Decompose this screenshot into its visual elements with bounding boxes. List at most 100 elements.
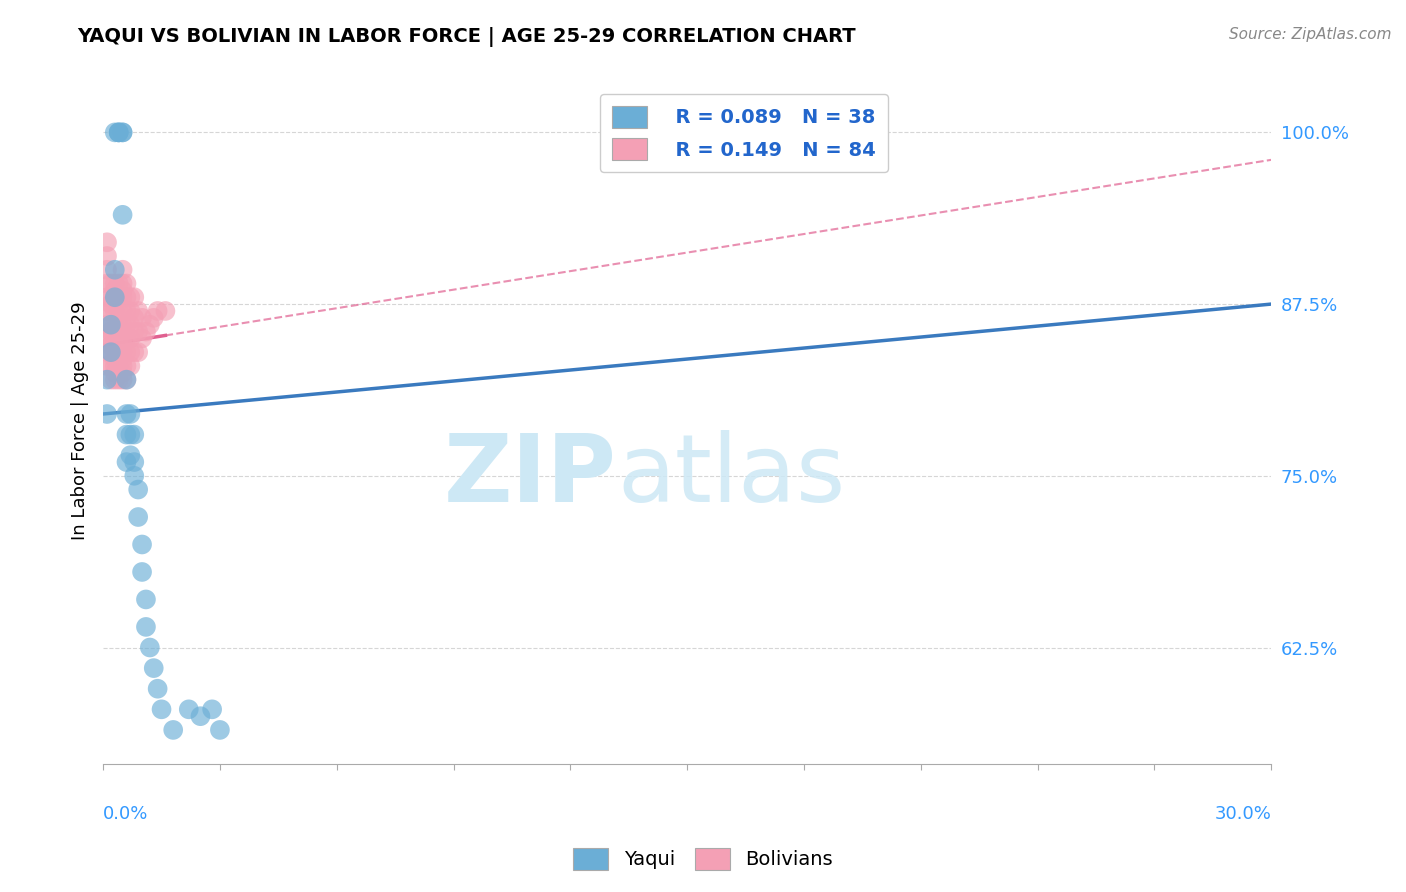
- Point: [104, 262, 127, 277]
- Point: [111, 345, 134, 359]
- Point: [127, 325, 149, 339]
- Point: [115, 407, 138, 421]
- Point: [135, 620, 157, 634]
- Point: [120, 318, 142, 332]
- Point: [142, 310, 165, 325]
- Point: [111, 277, 134, 291]
- Point: [135, 325, 157, 339]
- Point: [104, 338, 127, 352]
- Point: [107, 125, 129, 139]
- Point: [107, 331, 129, 345]
- Point: [111, 318, 134, 332]
- Point: [115, 427, 138, 442]
- Point: [131, 537, 153, 551]
- Point: [115, 277, 138, 291]
- Point: [120, 290, 142, 304]
- Point: [100, 297, 122, 311]
- Point: [124, 290, 146, 304]
- Point: [104, 373, 127, 387]
- Point: [201, 702, 224, 716]
- Point: [111, 352, 134, 367]
- Point: [120, 427, 142, 442]
- Point: [107, 277, 129, 291]
- Point: [96, 304, 118, 318]
- Point: [111, 208, 134, 222]
- Point: [127, 304, 149, 318]
- Point: [124, 345, 146, 359]
- Point: [155, 304, 177, 318]
- Point: [124, 310, 146, 325]
- Point: [131, 331, 153, 345]
- Point: [124, 427, 146, 442]
- Point: [96, 235, 118, 250]
- Point: [111, 290, 134, 304]
- Point: [131, 565, 153, 579]
- Point: [104, 284, 127, 298]
- Point: [115, 373, 138, 387]
- Point: [150, 702, 173, 716]
- Point: [104, 318, 127, 332]
- Point: [107, 304, 129, 318]
- Point: [120, 448, 142, 462]
- Point: [115, 304, 138, 318]
- Text: ZIP: ZIP: [444, 430, 617, 522]
- Point: [100, 331, 122, 345]
- Point: [107, 125, 129, 139]
- Point: [120, 331, 142, 345]
- Point: [96, 290, 118, 304]
- Point: [107, 366, 129, 380]
- Point: [100, 325, 122, 339]
- Point: [100, 277, 122, 291]
- Point: [115, 318, 138, 332]
- Legend: Yaqui, Bolivians: Yaqui, Bolivians: [565, 839, 841, 878]
- Point: [139, 318, 162, 332]
- Point: [104, 290, 127, 304]
- Point: [115, 331, 138, 345]
- Point: [96, 318, 118, 332]
- Point: [190, 709, 212, 723]
- Legend:   R = 0.089   N = 38,   R = 0.149   N = 84: R = 0.089 N = 38, R = 0.149 N = 84: [600, 94, 887, 172]
- Point: [96, 345, 118, 359]
- Point: [100, 318, 122, 332]
- Point: [104, 366, 127, 380]
- Point: [104, 352, 127, 367]
- Point: [111, 125, 134, 139]
- Point: [111, 125, 134, 139]
- Point: [111, 304, 134, 318]
- Point: [208, 723, 231, 737]
- Point: [100, 318, 122, 332]
- Point: [111, 331, 134, 345]
- Point: [104, 345, 127, 359]
- Point: [100, 373, 122, 387]
- Point: [115, 455, 138, 469]
- Point: [135, 592, 157, 607]
- Point: [104, 331, 127, 345]
- Point: [111, 325, 134, 339]
- Y-axis label: In Labor Force | Age 25-29: In Labor Force | Age 25-29: [72, 301, 89, 541]
- Point: [127, 510, 149, 524]
- Point: [96, 249, 118, 263]
- Point: [104, 304, 127, 318]
- Point: [104, 125, 127, 139]
- Point: [96, 359, 118, 373]
- Point: [111, 366, 134, 380]
- Point: [96, 277, 118, 291]
- Point: [107, 373, 129, 387]
- Point: [120, 345, 142, 359]
- Point: [111, 338, 134, 352]
- Point: [146, 304, 169, 318]
- Point: [127, 483, 149, 497]
- Point: [100, 359, 122, 373]
- Point: [115, 290, 138, 304]
- Point: [162, 723, 184, 737]
- Point: [100, 338, 122, 352]
- Point: [124, 455, 146, 469]
- Text: 30.0%: 30.0%: [1215, 805, 1271, 823]
- Point: [120, 359, 142, 373]
- Point: [120, 304, 142, 318]
- Text: 0.0%: 0.0%: [103, 805, 149, 823]
- Point: [107, 359, 129, 373]
- Point: [115, 345, 138, 359]
- Point: [142, 661, 165, 675]
- Point: [104, 359, 127, 373]
